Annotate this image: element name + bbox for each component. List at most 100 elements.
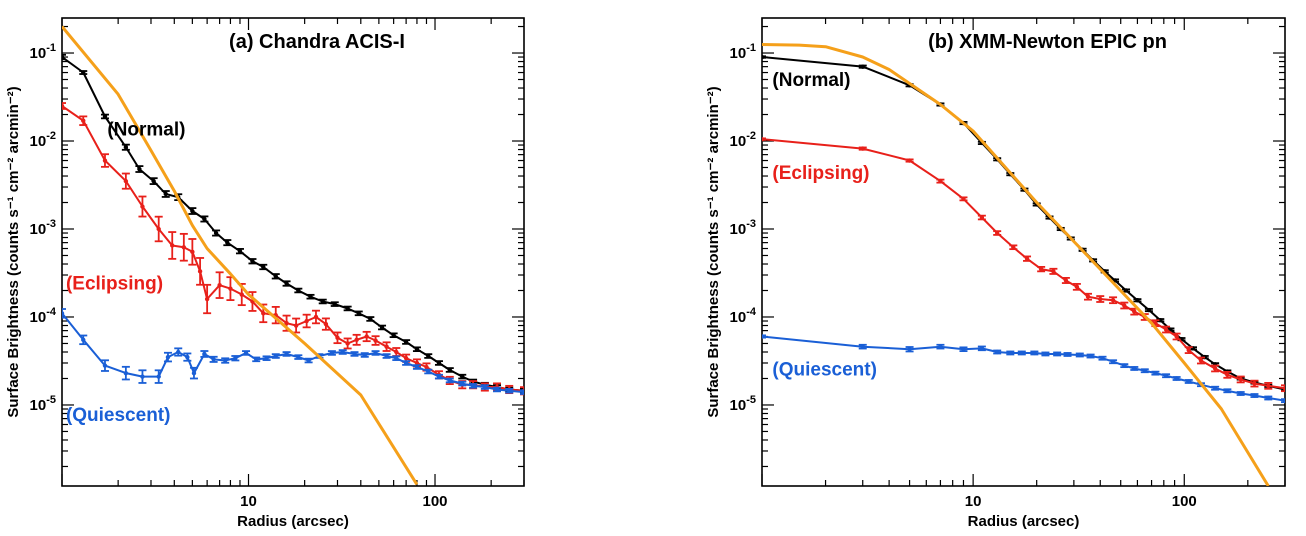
data-point — [284, 351, 289, 357]
x-tick-label: 100 — [1172, 493, 1197, 510]
data-point — [1212, 386, 1218, 391]
data-point — [1282, 386, 1285, 391]
data-point — [1077, 352, 1082, 358]
data-point — [223, 358, 228, 363]
plot-area — [62, 25, 524, 486]
x-tick-label: 10 — [965, 493, 982, 510]
data-point — [364, 334, 369, 339]
data-point — [213, 230, 219, 236]
series-label: (Normal) — [107, 120, 185, 141]
data-point — [1225, 388, 1230, 393]
y-tick-label: 10-5 — [30, 394, 56, 414]
chart-title: (b) XMM-Newton EPIC pn — [928, 31, 1167, 53]
data-point — [1043, 351, 1048, 357]
data-point — [1123, 288, 1129, 293]
data-point — [332, 301, 337, 307]
y-tick-label: 10-1 — [730, 42, 756, 62]
x-axis-label: Radius (arcsec) — [968, 513, 1080, 530]
data-point — [1019, 350, 1024, 356]
x-axis-label: Radius (arcsec) — [237, 513, 349, 530]
data-point — [190, 249, 195, 255]
data-point — [306, 358, 311, 363]
data-point — [313, 314, 319, 320]
data-point — [123, 145, 129, 150]
data-point — [403, 360, 409, 366]
data-point — [1212, 366, 1218, 371]
data-point — [284, 320, 289, 326]
data-point — [329, 350, 335, 356]
data-point — [1054, 351, 1060, 357]
data-point — [860, 146, 865, 151]
series-label: (Eclipsing) — [772, 163, 869, 184]
data-point — [354, 337, 359, 343]
data-point — [1238, 391, 1243, 396]
data-point — [482, 384, 488, 390]
data-point — [1110, 298, 1116, 303]
x-tick-label: 100 — [422, 493, 447, 510]
x-tick-label: 10 — [240, 493, 257, 510]
data-point — [345, 306, 350, 311]
series-line — [62, 56, 524, 392]
data-point — [1266, 395, 1271, 401]
data-point — [1038, 266, 1044, 272]
data-point — [762, 136, 765, 142]
data-point — [426, 353, 431, 359]
data-point — [1098, 296, 1103, 302]
data-point — [62, 54, 65, 60]
y-tick-label: 10-5 — [730, 394, 756, 414]
data-point — [1110, 359, 1116, 364]
data-point — [1122, 303, 1127, 308]
series-label: (Quiescent) — [66, 405, 171, 426]
data-point — [340, 349, 345, 355]
data-point — [273, 274, 278, 279]
data-point — [320, 299, 325, 304]
data-point — [352, 351, 357, 357]
data-point — [123, 370, 129, 376]
data-point — [190, 208, 195, 214]
data-point — [156, 374, 161, 379]
data-point — [507, 388, 512, 393]
data-point — [403, 356, 409, 361]
series-line — [762, 56, 1285, 391]
data-point — [102, 363, 108, 368]
data-point — [1088, 353, 1093, 359]
y-tick-label: 10-4 — [730, 306, 757, 326]
model-curve — [62, 25, 419, 486]
data-point — [1100, 356, 1105, 361]
data-point — [323, 321, 329, 327]
data-point — [233, 356, 238, 361]
data-point — [81, 118, 86, 123]
data-point — [176, 349, 181, 355]
data-point — [1135, 298, 1140, 303]
data-point — [379, 325, 385, 330]
data-point — [1198, 358, 1204, 363]
data-point — [1186, 347, 1191, 353]
data-point — [250, 259, 255, 264]
data-point — [1282, 398, 1285, 403]
data-point — [436, 374, 442, 379]
series-label: (Normal) — [772, 70, 850, 91]
data-point — [62, 311, 65, 316]
data-point — [1051, 269, 1056, 274]
y-tick-label: 10-1 — [30, 42, 56, 62]
y-axis-label: Surface Brightness (counts s⁻¹ cm⁻² arcm… — [5, 86, 22, 417]
data-point — [296, 288, 301, 293]
data-point — [1174, 376, 1179, 381]
data-point — [1225, 372, 1230, 378]
data-point — [273, 353, 278, 359]
data-point — [81, 337, 86, 343]
data-point — [384, 344, 389, 349]
data-point — [1163, 327, 1169, 332]
data-point — [225, 240, 230, 245]
data-point — [202, 216, 207, 222]
data-point — [335, 335, 340, 341]
data-point — [521, 389, 524, 395]
data-point — [1085, 294, 1091, 299]
data-point — [762, 334, 765, 339]
data-point — [979, 346, 985, 351]
plot-frame — [761, 17, 1286, 487]
y-axis-label: Surface Brightness (counts s⁻¹ cm⁻² arcm… — [705, 86, 722, 417]
data-point — [994, 230, 1000, 236]
data-point — [102, 114, 108, 119]
data-point — [254, 357, 259, 362]
